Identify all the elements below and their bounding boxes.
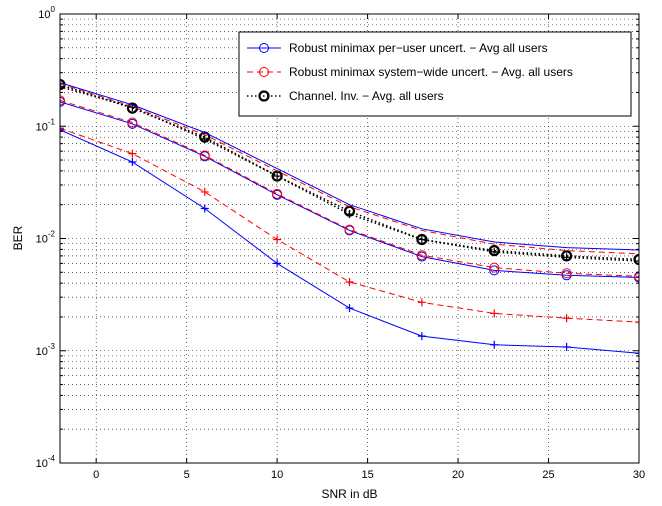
data-point: [489, 262, 500, 273]
y-tick-label: 10-1: [36, 117, 56, 133]
y-tick-label: 10-2: [36, 230, 56, 246]
series-line: [60, 127, 639, 323]
legend: Robust minimax per−user uncert. − Avg al…: [238, 31, 632, 117]
x-tick-label: 20: [452, 469, 464, 481]
data-point: [127, 117, 138, 128]
data-point: [345, 277, 354, 286]
data-point: [273, 172, 282, 181]
x-tick-label: 10: [271, 469, 283, 481]
data-point: [60, 124, 64, 133]
data-point: [128, 149, 137, 158]
data-point: [345, 210, 354, 219]
data-point: [345, 304, 354, 313]
series-line: [60, 101, 639, 278]
series-line: [60, 99, 639, 277]
x-tick-label: 15: [361, 469, 373, 481]
series-layer: [60, 78, 639, 358]
series-5: [60, 83, 639, 255]
data-point: [635, 257, 639, 266]
data-point: [417, 332, 426, 341]
data-point: [490, 340, 499, 349]
data-point: [60, 95, 65, 106]
data-point: [561, 268, 572, 279]
x-tick-label: 25: [542, 469, 554, 481]
data-point: [635, 318, 639, 327]
series-line: [60, 83, 639, 255]
x-tick-label: 0: [93, 469, 99, 481]
data-point: [417, 235, 426, 244]
series-3: [60, 82, 639, 266]
data-point: [416, 250, 427, 261]
data-point: [272, 188, 283, 199]
data-point: [60, 82, 64, 91]
data-point: [562, 253, 571, 262]
x-axis-label: SNR in dB: [321, 487, 377, 501]
ticks: 0 5 10 15 20 25 30 100 10-1 10-2 10-3 10-4: [36, 5, 646, 481]
data-point: [60, 125, 64, 134]
y-tick-label: 100: [38, 5, 55, 21]
data-point: [634, 271, 639, 282]
data-point: [562, 314, 571, 323]
data-point: [199, 150, 210, 161]
data-point: [344, 224, 355, 235]
x-tick-label: 5: [184, 469, 190, 481]
data-point: [490, 247, 499, 256]
legend-label: Channel. Inv. − Avg. all users: [289, 89, 444, 103]
series-7: [60, 125, 639, 358]
series-line: [60, 82, 639, 251]
y-axis-label: BER: [11, 225, 25, 250]
data-point: [633, 253, 639, 266]
data-point: [416, 233, 428, 246]
legend-marker: [258, 90, 270, 102]
data-point: [200, 187, 209, 196]
legend-marker: [259, 67, 269, 77]
legend-label: Robust minimax system−wide uncert. − Avg…: [289, 65, 573, 79]
legend-marker: [259, 43, 269, 53]
data-point: [200, 134, 209, 143]
data-point: [562, 342, 571, 351]
x-tick-label: 30: [633, 469, 645, 481]
y-tick-label: 10-4: [36, 454, 56, 470]
series-4: [60, 82, 639, 251]
data-point: [635, 349, 639, 358]
data-point: [273, 259, 282, 268]
data-point: [490, 309, 499, 318]
data-point: [271, 170, 283, 182]
data-point: [128, 158, 137, 167]
data-point: [417, 298, 426, 307]
series-1: [60, 95, 639, 282]
y-tick-label: 10-3: [36, 342, 56, 358]
legend-box: [238, 31, 632, 117]
data-point: [200, 204, 209, 213]
series-6: [60, 124, 639, 327]
legend-label: Robust minimax per−user uncert. − Avg al…: [289, 41, 548, 55]
data-point: [273, 235, 282, 244]
data-point: [489, 265, 500, 276]
